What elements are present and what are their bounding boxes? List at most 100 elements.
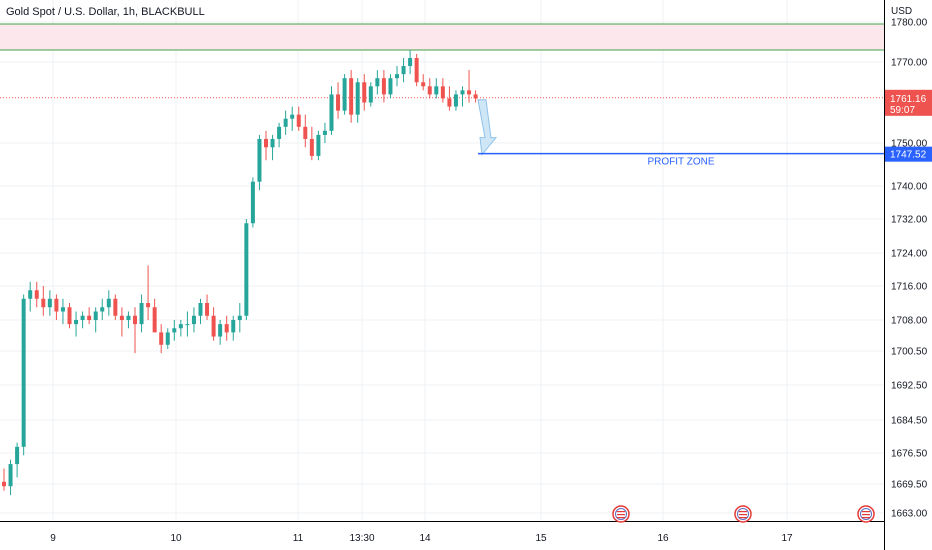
candle-body (414, 58, 419, 83)
flag-stripe (739, 511, 747, 513)
down-arrow-icon (477, 99, 498, 156)
flag-stripe (617, 511, 625, 513)
price-tick-label: 1700.50 (891, 347, 928, 358)
price-tick-label: 1692.50 (891, 381, 928, 392)
candle-body (408, 58, 413, 67)
candle-body (165, 332, 170, 345)
candle-body (34, 290, 39, 299)
candle-body (100, 307, 105, 312)
candle-body (172, 328, 177, 333)
candle-body (270, 138, 275, 148)
candle-body (80, 315, 85, 320)
time-tick-label: 14 (419, 533, 431, 544)
candle-body (290, 114, 295, 119)
candle-body (93, 311, 98, 320)
candle-body (375, 78, 380, 87)
time-tick-label: 9 (50, 533, 56, 544)
candle-body (159, 332, 164, 345)
time-tick-label: 15 (535, 533, 547, 544)
candle-body (198, 303, 203, 316)
candle-body (139, 303, 144, 325)
last-price-value: 1761.16 (890, 94, 927, 105)
candle-body (152, 307, 157, 333)
candle-body (453, 94, 458, 107)
flag-stripe (862, 514, 870, 516)
candle-body (178, 324, 183, 329)
candle-body (342, 78, 347, 111)
profit-zone-label: PROFIT ZONE (647, 157, 714, 168)
candle-body (87, 315, 92, 320)
price-tick-label: 1708.00 (891, 316, 928, 327)
candle-body (440, 86, 445, 99)
time-tick-label: 13:30 (349, 533, 374, 544)
candle-body (8, 464, 13, 487)
time-axis-ticks: 9 10 11 13:30 14 15 16 17 (50, 533, 793, 544)
candle-body (395, 74, 399, 79)
candle-body (296, 114, 301, 127)
candle-body (67, 307, 72, 325)
candle-body (316, 134, 321, 156)
candle-body (244, 223, 249, 316)
candle-body (28, 290, 33, 299)
resistance-zone (0, 24, 884, 50)
candle-body (362, 82, 367, 103)
candle-body (309, 138, 314, 156)
candle-body (447, 98, 452, 107)
economic-events[interactable] (612, 505, 875, 523)
flag-stripe (739, 514, 747, 516)
price-tick-label: 1750.00 (891, 139, 928, 150)
candle-body (21, 298, 26, 447)
candle-body (303, 126, 308, 139)
candle-body (60, 307, 65, 312)
candle-body (264, 138, 268, 148)
candle-body (421, 82, 426, 87)
candle-body (119, 315, 124, 320)
candle-body (47, 298, 52, 308)
price-tick-label: 1724.00 (891, 249, 928, 260)
candle-body (113, 298, 118, 316)
flag-stripe (617, 514, 625, 516)
candle-body (191, 315, 196, 325)
candle-body (277, 126, 282, 139)
candle-body (74, 320, 79, 325)
candle-body (41, 298, 46, 308)
time-axis[interactable] (0, 522, 884, 550)
candle-body (283, 118, 288, 127)
price-tick-label: 1669.50 (891, 480, 928, 491)
price-tick-label: 1676.50 (891, 449, 928, 460)
price-tick-label: 1732.00 (891, 215, 928, 226)
candle-body (2, 481, 6, 487)
candle-body (185, 324, 190, 326)
price-tick-label: 1770.00 (891, 58, 928, 69)
price-axis[interactable] (884, 0, 932, 550)
time-tick-label: 10 (170, 533, 182, 544)
price-axis-ticks: 1663.00 1669.50 1676.50 1684.50 1692.50 1700.… (891, 18, 928, 520)
candle-body (218, 324, 223, 337)
candle-body (388, 78, 393, 95)
candle-body (15, 446, 20, 465)
candle-body (257, 138, 262, 182)
candle-body (355, 82, 360, 115)
candle-body (336, 94, 341, 111)
candle-body (368, 86, 373, 103)
candle-body (427, 86, 432, 95)
candles[interactable] (2, 50, 478, 496)
countdown-value: 59:07 (890, 105, 915, 116)
target-price-badge: 1747.52 (885, 146, 932, 162)
candle-body (250, 181, 255, 224)
chart-title: Gold Spot / U.S. Dollar, 1h, BLACKBULL (6, 6, 205, 18)
price-tick-label: 1684.50 (891, 416, 928, 427)
candle-body (126, 315, 131, 320)
flag-stripe (862, 511, 870, 513)
flag-stripe (617, 517, 625, 519)
time-tick-label: 11 (293, 533, 304, 544)
candle-body (231, 320, 236, 333)
candle-body (322, 130, 327, 135)
candle-body (205, 303, 210, 316)
chart-grid (0, 0, 884, 521)
candle-body (460, 90, 465, 95)
candle-body (401, 66, 406, 75)
candle-body (224, 324, 229, 333)
flag-stripe (739, 517, 747, 519)
